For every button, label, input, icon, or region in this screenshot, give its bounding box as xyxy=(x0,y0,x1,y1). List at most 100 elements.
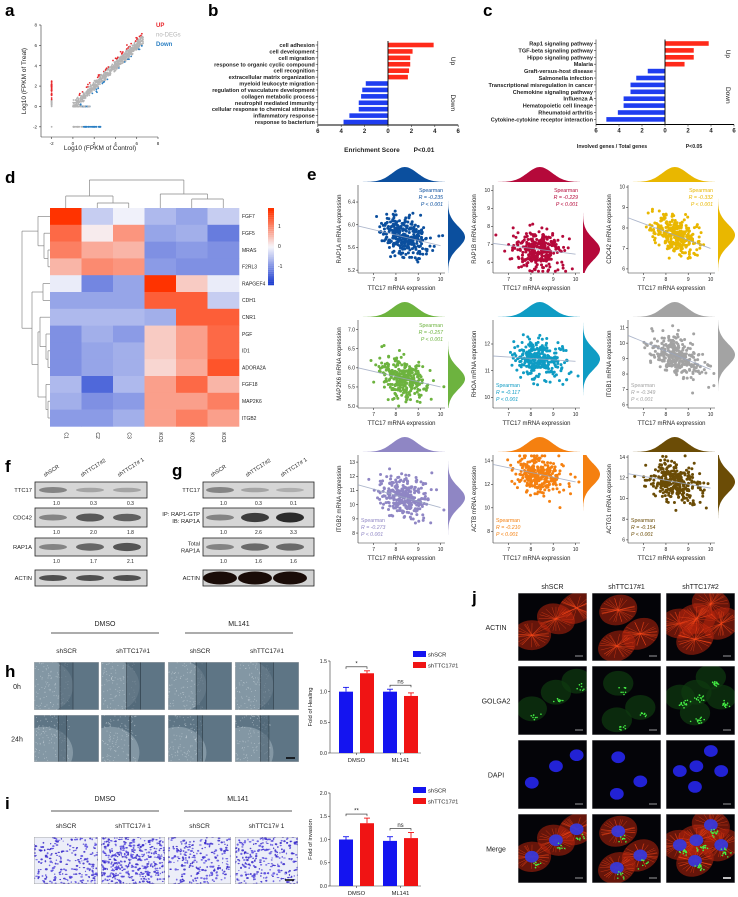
cell-speckle xyxy=(49,690,51,692)
data-point xyxy=(417,395,421,399)
data-point xyxy=(556,268,560,272)
top-density xyxy=(493,167,580,182)
data-point xyxy=(419,480,423,484)
data-point xyxy=(702,368,706,372)
heatmap-cell xyxy=(50,241,82,259)
data-point xyxy=(409,241,413,245)
cell-speckle xyxy=(68,726,70,728)
cell-speckle xyxy=(256,668,258,670)
data-point xyxy=(524,345,528,349)
data-point xyxy=(402,383,406,387)
data-point xyxy=(133,47,136,50)
heatmap-cell xyxy=(176,258,208,276)
data-point xyxy=(658,463,662,467)
cell-speckle xyxy=(115,672,117,674)
cell-speckle xyxy=(35,707,37,709)
data-point xyxy=(677,490,681,494)
cell-speckle xyxy=(53,724,55,726)
data-point xyxy=(387,493,391,497)
cell-speckle xyxy=(110,738,112,740)
bar xyxy=(665,41,709,46)
column-label: C1 xyxy=(62,432,68,439)
data-point xyxy=(649,482,653,486)
data-point xyxy=(382,239,386,243)
data-point xyxy=(536,269,540,273)
cell-speckle xyxy=(169,691,171,693)
cell-speckle xyxy=(117,705,119,707)
data-point xyxy=(540,226,544,230)
cell-speckle xyxy=(111,676,113,678)
data-point xyxy=(532,382,536,386)
data-point xyxy=(538,470,542,474)
data-point xyxy=(532,358,536,362)
cell-speckle xyxy=(48,726,50,728)
colorbar-segment xyxy=(268,235,274,238)
heatmap-cell xyxy=(144,409,177,427)
column-label: shTTC17#1 xyxy=(250,648,284,655)
data-point xyxy=(513,346,517,350)
data-point xyxy=(85,86,88,89)
colorbar-segment xyxy=(268,211,274,214)
scratch-wound-image xyxy=(101,662,165,710)
data-point xyxy=(419,236,423,240)
data-point xyxy=(101,79,104,82)
data-point xyxy=(396,363,400,367)
cell-speckle xyxy=(48,688,50,690)
cell-speckle xyxy=(176,676,178,678)
cell-speckle xyxy=(111,666,113,668)
stat-p-value: P < 0.001 xyxy=(421,202,443,208)
data-point xyxy=(416,233,420,237)
bar xyxy=(343,119,388,125)
cell-speckle xyxy=(123,730,125,732)
category-label: Transcriptional misregulation in cancer xyxy=(489,83,594,89)
cell-speckle xyxy=(42,730,44,732)
data-point xyxy=(379,501,383,505)
cell-speckle xyxy=(39,688,41,690)
data-point xyxy=(529,255,533,259)
data-point xyxy=(542,468,546,472)
cell-speckle xyxy=(125,708,127,710)
cell-speckle xyxy=(67,754,69,756)
data-point xyxy=(660,336,664,340)
data-point xyxy=(651,329,655,333)
cell-speckle xyxy=(190,691,192,693)
stat-p-value: P < 0.001 xyxy=(496,532,518,538)
data-point xyxy=(670,343,674,347)
data-point xyxy=(523,454,527,458)
data-point xyxy=(390,483,394,487)
cell-speckle xyxy=(110,668,112,670)
cell-speckle xyxy=(109,723,111,725)
data-point xyxy=(659,484,663,488)
data-point xyxy=(388,385,392,389)
data-point xyxy=(136,41,139,44)
data-point xyxy=(82,91,85,94)
heatmap-cell xyxy=(207,208,240,226)
category-label: regulation of vasculature development xyxy=(212,88,315,94)
cell-speckle xyxy=(43,697,45,699)
data-point xyxy=(656,223,660,227)
x-axis-title: Involved genes / Total genes xyxy=(577,144,647,150)
legend-entry: Down xyxy=(156,42,173,48)
cell-speckle xyxy=(244,702,246,704)
data-point xyxy=(666,348,670,352)
data-point xyxy=(401,380,405,384)
protein-band xyxy=(76,487,104,493)
data-point xyxy=(398,361,402,365)
data-point xyxy=(385,212,389,216)
data-point xyxy=(393,235,397,239)
data-point xyxy=(391,242,395,246)
cell-speckle xyxy=(180,687,182,689)
colorbar-segment xyxy=(268,263,274,266)
data-point xyxy=(84,96,87,99)
cell-speckle xyxy=(112,740,114,742)
data-point xyxy=(97,83,100,86)
cell-speckle xyxy=(187,680,189,682)
row-label: FGF18 xyxy=(242,382,258,388)
cell-speckle xyxy=(35,755,37,757)
data-point xyxy=(399,355,403,359)
cell-speckle xyxy=(115,695,117,697)
data-point xyxy=(653,241,657,245)
cell-speckle xyxy=(236,700,238,702)
